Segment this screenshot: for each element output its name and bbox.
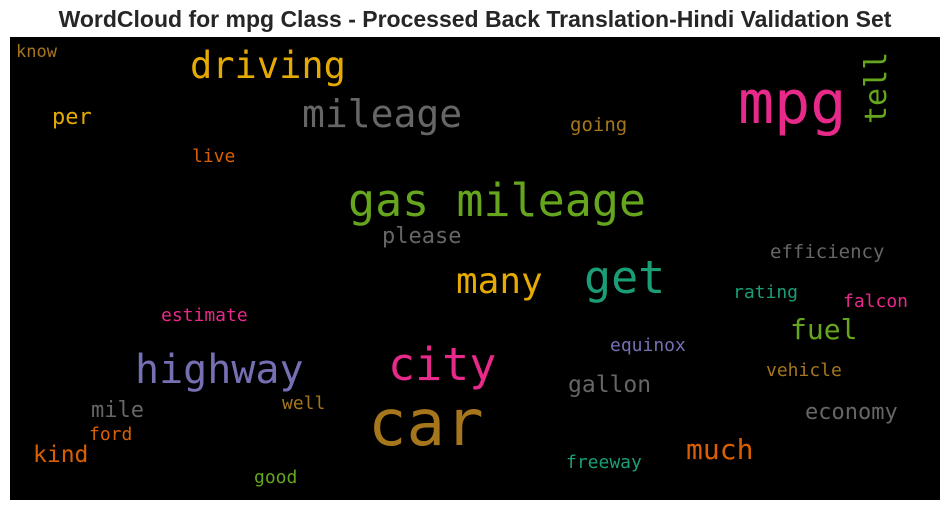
word-car: car — [368, 387, 484, 461]
word-freeway: freeway — [566, 452, 642, 473]
word-know: know — [16, 42, 57, 62]
word-mileage: mileage — [302, 92, 463, 136]
word-live: live — [192, 146, 236, 167]
word-fuel: fuel — [790, 313, 858, 346]
word-mile: mile — [91, 398, 144, 423]
word-per: per — [52, 105, 92, 130]
word-mpg: mpg — [738, 68, 847, 138]
word-tell: tell — [859, 51, 894, 124]
word-cloud: know driving mpg tell per mileage going live gas… — [10, 37, 940, 500]
word-estimate: estimate — [161, 305, 248, 326]
word-going: going — [570, 114, 628, 136]
word-rating: rating — [733, 282, 799, 303]
word-equinox: equinox — [610, 335, 686, 356]
word-highway: highway — [135, 347, 304, 393]
word-many: many — [456, 261, 543, 302]
word-falcon: falcon — [843, 291, 909, 312]
word-gas-mileage: gas mileage — [348, 174, 647, 227]
chart-title: WordCloud for mpg Class - Processed Back… — [58, 6, 892, 32]
word-well: well — [282, 393, 326, 414]
word-city: city — [388, 338, 497, 391]
word-get: get — [584, 251, 666, 304]
word-gallon: gallon — [568, 372, 652, 398]
word-efficiency: efficiency — [770, 241, 885, 263]
word-driving: driving — [190, 44, 346, 87]
word-please: please — [382, 224, 462, 249]
word-much: much — [686, 433, 754, 466]
word-kind: kind — [33, 442, 89, 468]
word-vehicle: vehicle — [766, 360, 842, 381]
word-ford: ford — [89, 424, 133, 445]
word-economy: economy — [805, 400, 898, 425]
word-good: good — [254, 467, 298, 488]
